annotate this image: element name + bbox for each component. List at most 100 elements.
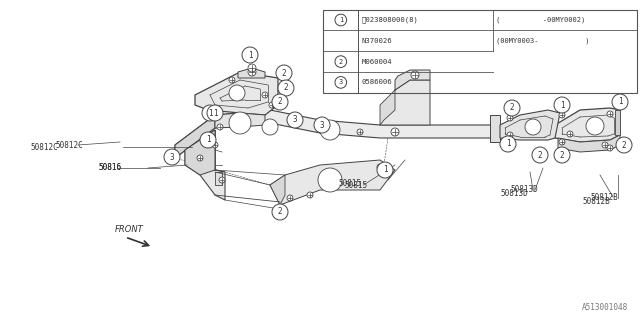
Polygon shape bbox=[238, 68, 265, 78]
Circle shape bbox=[200, 132, 216, 148]
Circle shape bbox=[612, 94, 628, 110]
Text: 3: 3 bbox=[292, 116, 298, 124]
Text: ⓝ023808000(8): ⓝ023808000(8) bbox=[362, 17, 419, 23]
Text: 1: 1 bbox=[212, 108, 218, 117]
Text: 50812B: 50812B bbox=[590, 193, 618, 202]
Text: 50815: 50815 bbox=[338, 179, 361, 188]
Text: (          -00MY0002): ( -00MY0002) bbox=[496, 17, 585, 23]
Circle shape bbox=[242, 47, 258, 63]
Circle shape bbox=[215, 112, 221, 118]
Circle shape bbox=[411, 71, 419, 79]
Circle shape bbox=[357, 129, 363, 135]
Circle shape bbox=[500, 136, 516, 152]
Circle shape bbox=[335, 14, 347, 26]
Circle shape bbox=[212, 142, 218, 148]
Polygon shape bbox=[380, 80, 430, 125]
Circle shape bbox=[248, 64, 256, 72]
Circle shape bbox=[287, 195, 293, 201]
Circle shape bbox=[229, 85, 245, 101]
Text: 2: 2 bbox=[282, 68, 286, 77]
Polygon shape bbox=[215, 113, 265, 128]
Text: 1: 1 bbox=[383, 165, 387, 174]
Polygon shape bbox=[215, 172, 222, 185]
Circle shape bbox=[248, 68, 256, 76]
Circle shape bbox=[602, 142, 608, 148]
Text: 3: 3 bbox=[320, 121, 324, 130]
Polygon shape bbox=[185, 130, 225, 200]
Circle shape bbox=[586, 117, 604, 135]
Circle shape bbox=[559, 139, 565, 145]
Circle shape bbox=[532, 147, 548, 163]
Text: 1: 1 bbox=[248, 51, 252, 60]
Circle shape bbox=[554, 147, 570, 163]
Circle shape bbox=[217, 124, 223, 130]
Circle shape bbox=[377, 164, 383, 170]
Text: 50813D: 50813D bbox=[500, 188, 528, 197]
Text: 1: 1 bbox=[618, 98, 622, 107]
Circle shape bbox=[278, 80, 294, 96]
Polygon shape bbox=[555, 108, 620, 142]
Bar bbox=[323, 10, 637, 93]
Text: 2: 2 bbox=[538, 150, 542, 159]
Circle shape bbox=[269, 102, 275, 108]
Text: 2: 2 bbox=[560, 150, 564, 159]
Text: 50812C: 50812C bbox=[30, 142, 58, 151]
Text: 2: 2 bbox=[339, 59, 343, 65]
Text: 1: 1 bbox=[208, 108, 212, 117]
Text: 3: 3 bbox=[339, 79, 343, 85]
Polygon shape bbox=[395, 70, 430, 90]
Circle shape bbox=[525, 119, 541, 135]
Polygon shape bbox=[195, 72, 278, 115]
Circle shape bbox=[335, 56, 347, 68]
Circle shape bbox=[272, 94, 288, 110]
Polygon shape bbox=[270, 175, 285, 205]
Polygon shape bbox=[615, 110, 620, 135]
Text: M060004: M060004 bbox=[362, 59, 392, 65]
Circle shape bbox=[391, 128, 399, 136]
Polygon shape bbox=[185, 130, 215, 175]
Circle shape bbox=[219, 177, 225, 183]
Circle shape bbox=[504, 100, 520, 116]
Circle shape bbox=[607, 145, 613, 151]
Text: 50812B: 50812B bbox=[582, 197, 610, 206]
Text: 50816: 50816 bbox=[98, 164, 121, 172]
Text: 50815: 50815 bbox=[344, 180, 367, 189]
Circle shape bbox=[262, 92, 268, 98]
Circle shape bbox=[164, 149, 180, 165]
Circle shape bbox=[262, 119, 278, 135]
Text: N370026: N370026 bbox=[362, 38, 392, 44]
Polygon shape bbox=[500, 110, 560, 140]
Circle shape bbox=[559, 112, 565, 118]
Circle shape bbox=[567, 131, 573, 137]
Text: 50816: 50816 bbox=[98, 164, 121, 172]
Circle shape bbox=[276, 65, 292, 81]
Text: 2: 2 bbox=[621, 140, 627, 149]
Polygon shape bbox=[175, 115, 215, 158]
Circle shape bbox=[202, 105, 218, 121]
Circle shape bbox=[314, 117, 330, 133]
Text: 2: 2 bbox=[509, 103, 515, 113]
Text: 3: 3 bbox=[170, 153, 174, 162]
Text: A513001048: A513001048 bbox=[582, 303, 628, 312]
Text: 1: 1 bbox=[506, 140, 510, 148]
Text: (00MY0003-           ): (00MY0003- ) bbox=[496, 37, 589, 44]
Text: FRONT: FRONT bbox=[115, 226, 144, 235]
Circle shape bbox=[287, 112, 303, 128]
Text: 1: 1 bbox=[339, 17, 343, 23]
Circle shape bbox=[307, 192, 313, 198]
Circle shape bbox=[320, 120, 340, 140]
Circle shape bbox=[616, 137, 632, 153]
Text: 1: 1 bbox=[205, 135, 211, 145]
Circle shape bbox=[229, 77, 235, 83]
Circle shape bbox=[607, 111, 613, 117]
Circle shape bbox=[197, 155, 203, 161]
Circle shape bbox=[554, 97, 570, 113]
Circle shape bbox=[272, 204, 288, 220]
Text: 2: 2 bbox=[278, 98, 282, 107]
Circle shape bbox=[507, 132, 513, 138]
Circle shape bbox=[377, 162, 393, 178]
Polygon shape bbox=[380, 90, 395, 125]
Text: 2: 2 bbox=[278, 207, 282, 217]
Polygon shape bbox=[175, 110, 500, 158]
Text: 0586006: 0586006 bbox=[362, 79, 392, 85]
